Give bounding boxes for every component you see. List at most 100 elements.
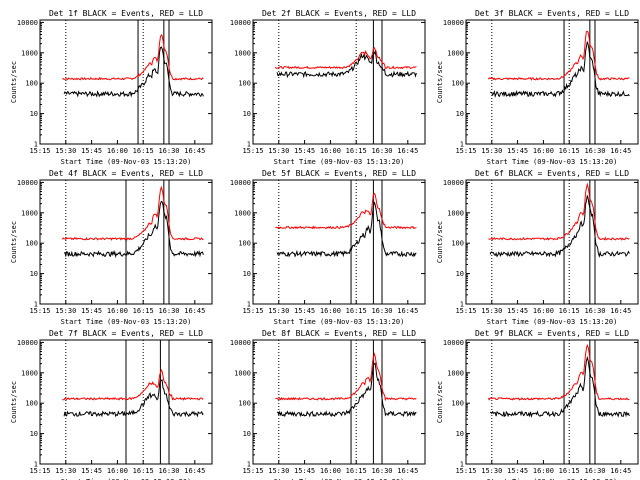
events-series <box>63 46 204 98</box>
x-tick-label: 15:45 <box>81 467 102 475</box>
x-tick-label: 15:30 <box>55 307 76 315</box>
y-axis-label: Counts/sec <box>10 381 18 423</box>
x-tick-label: 15:15 <box>29 307 50 315</box>
x-tick-label: 16:15 <box>559 307 580 315</box>
panel-4: Det 4f BLACK = Events, RED = LLD 1 10 100 10… <box>10 169 213 315</box>
y-tick-label: 1 <box>34 301 38 309</box>
lld-series <box>487 30 630 81</box>
x-tick-label: 16:00 <box>533 147 554 155</box>
plot-frame <box>465 179 639 305</box>
lld-series <box>274 46 417 70</box>
events-series <box>63 379 204 418</box>
events-series <box>63 200 204 259</box>
events-series <box>276 50 417 79</box>
x-axis-label: Start Time (09-Nov-03 15:13:20) <box>61 318 192 326</box>
y-tick-label: 10000 <box>443 19 464 27</box>
y-tick-label: 1 <box>247 301 251 309</box>
x-tick-label: 16:45 <box>610 467 631 475</box>
y-tick-label: 10 <box>456 430 464 438</box>
x-tick-label: 15:15 <box>455 307 476 315</box>
y-tick-label: 100 <box>238 400 251 408</box>
x-tick-label: 16:00 <box>533 307 554 315</box>
x-tick-label: 15:45 <box>294 467 315 475</box>
panel-title: Det 5f BLACK = Events, RED = LLD <box>262 169 416 178</box>
plot-frame <box>252 339 426 465</box>
lld-series <box>62 34 204 81</box>
y-tick-label: 1000 <box>447 49 464 57</box>
x-tick-label: 16:00 <box>107 307 128 315</box>
panel-9: Det 9f BLACK = Events, RED = LLD 1 10 100 10… <box>436 329 639 475</box>
x-tick-label: 16:45 <box>184 307 205 315</box>
x-tick-label: 16:15 <box>346 147 367 155</box>
y-tick-label: 10 <box>243 270 251 278</box>
x-tick-label: 16:15 <box>346 467 367 475</box>
y-tick-label: 100 <box>25 240 38 248</box>
panel-2: Det 2f BLACK = Events, RED = LLD 1 10 100 10… <box>230 9 426 155</box>
x-tick-label: 16:15 <box>559 467 580 475</box>
y-tick-label: 1 <box>460 461 464 469</box>
y-axis-label: Counts/sec <box>436 221 444 263</box>
x-axis-label: Start Time (09-Nov-03 15:13:20) <box>487 318 618 326</box>
x-tick-label: 16:00 <box>320 307 341 315</box>
x-axis-label: Start Time (09-Nov-03 15:13:20) <box>274 158 405 166</box>
x-tick-label: 15:30 <box>268 307 289 315</box>
y-tick-label: 10 <box>456 270 464 278</box>
x-tick-label: 16:30 <box>158 467 179 475</box>
x-tick-label: 15:45 <box>294 307 315 315</box>
lld-series <box>275 192 417 230</box>
y-tick-label: 10000 <box>230 179 251 187</box>
x-axis-label: Start Time (09-Nov-03 15:13:20) <box>61 158 192 166</box>
y-tick-label: 1000 <box>21 209 38 217</box>
x-tick-label: 15:15 <box>29 147 50 155</box>
x-tick-label: 16:15 <box>346 307 367 315</box>
y-tick-label: 1000 <box>234 209 251 217</box>
x-tick-label: 16:30 <box>371 147 392 155</box>
x-tick-label: 15:30 <box>481 307 502 315</box>
y-tick-label: 1 <box>460 301 464 309</box>
y-tick-label: 10000 <box>17 19 38 27</box>
x-tick-label: 15:45 <box>507 467 528 475</box>
plot-frame <box>252 19 426 145</box>
plot-frame <box>252 179 426 305</box>
lld-series <box>487 343 630 401</box>
x-tick-label: 16:30 <box>158 147 179 155</box>
y-tick-label: 10000 <box>443 339 464 347</box>
x-tick-label: 16:45 <box>610 147 631 155</box>
x-tick-label: 16:30 <box>584 467 605 475</box>
lld-series <box>488 182 630 241</box>
events-series <box>489 355 630 418</box>
y-tick-label: 10000 <box>17 339 38 347</box>
y-tick-label: 100 <box>25 400 38 408</box>
x-axis-label: Start Time (09-Nov-03 15:13:20) <box>274 318 405 326</box>
panel-8: Det 8f BLACK = Events, RED = LLD 1 10 100 10… <box>230 329 426 475</box>
y-tick-label: 1000 <box>234 369 251 377</box>
plot-frame <box>465 19 639 145</box>
x-axis-label: Start Time (09-Nov-03 15:13:20) <box>487 478 618 480</box>
y-tick-label: 100 <box>451 80 464 88</box>
plot-frame <box>465 339 639 465</box>
x-tick-label: 15:45 <box>507 307 528 315</box>
events-series <box>489 195 630 259</box>
x-tick-label: 15:15 <box>242 307 263 315</box>
x-tick-label: 16:30 <box>584 147 605 155</box>
x-tick-label: 15:30 <box>481 147 502 155</box>
events-series <box>276 201 417 258</box>
panel-title: Det 1f BLACK = Events, RED = LLD <box>49 9 203 18</box>
lld-series <box>61 185 204 241</box>
x-tick-label: 16:00 <box>107 467 128 475</box>
x-tick-label: 15:30 <box>55 467 76 475</box>
y-axis-label: Counts/sec <box>10 61 18 103</box>
panel-3: Det 3f BLACK = Events, RED = LLD 1 10 100 10… <box>436 9 639 155</box>
y-tick-label: 10000 <box>17 179 38 187</box>
panel-title: Det 7f BLACK = Events, RED = LLD <box>49 329 203 338</box>
y-tick-label: 100 <box>451 240 464 248</box>
x-tick-label: 16:00 <box>107 147 128 155</box>
lld-series <box>275 352 417 402</box>
panel-title: Det 2f BLACK = Events, RED = LLD <box>262 9 416 18</box>
x-tick-label: 16:45 <box>397 147 418 155</box>
x-tick-label: 15:30 <box>481 467 502 475</box>
x-tick-label: 15:30 <box>268 467 289 475</box>
x-tick-label: 15:15 <box>455 147 476 155</box>
panel-6: Det 6f BLACK = Events, RED = LLD 1 10 100 10… <box>436 169 639 315</box>
y-tick-label: 1000 <box>234 49 251 57</box>
